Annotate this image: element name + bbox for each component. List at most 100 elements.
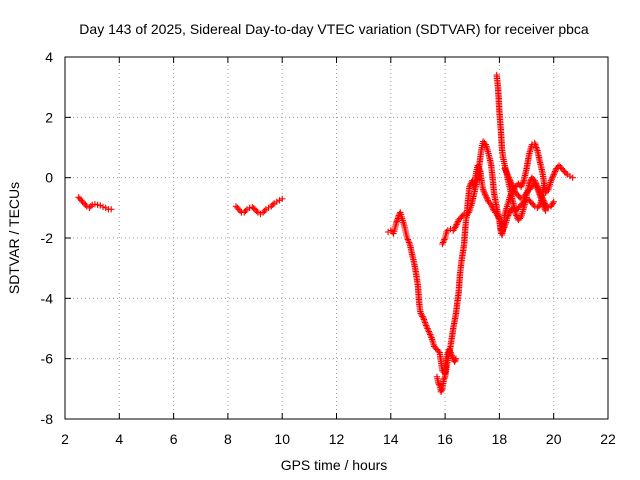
data-point xyxy=(435,347,442,355)
data-point xyxy=(519,180,526,187)
data-point xyxy=(441,236,448,243)
data-point xyxy=(456,215,464,222)
data-point xyxy=(276,197,283,204)
data-point xyxy=(94,201,101,208)
data-point xyxy=(424,326,432,334)
data-point xyxy=(261,207,268,215)
chart-title: Day 143 of 2025, Sidereal Day-to-day VTE… xyxy=(79,21,589,37)
data-point xyxy=(566,173,574,180)
data-point xyxy=(551,169,558,177)
data-point xyxy=(91,201,99,208)
data-point xyxy=(438,387,445,394)
data-point xyxy=(393,219,400,227)
data-point xyxy=(524,188,532,195)
y-tick-labels: 4 2 0 -2 -4 -6 -8 xyxy=(41,49,54,427)
data-point xyxy=(533,144,540,151)
data-point xyxy=(452,222,460,230)
data-point xyxy=(482,192,489,199)
data-point xyxy=(269,201,276,208)
data-point xyxy=(507,179,515,186)
data-point xyxy=(526,179,534,186)
data-point xyxy=(534,204,541,211)
data-point xyxy=(542,207,549,214)
data-point xyxy=(265,204,272,211)
data-point xyxy=(501,165,508,172)
data-point xyxy=(526,197,533,204)
data-point xyxy=(279,195,286,202)
data-point xyxy=(528,174,536,181)
data-point xyxy=(273,198,280,205)
data-point xyxy=(515,192,522,199)
data-point xyxy=(433,346,441,353)
data-point xyxy=(440,237,447,245)
data-point xyxy=(270,200,278,207)
data-point xyxy=(502,166,509,174)
data-point xyxy=(517,183,525,190)
y-axis-label: SDTVAR / TECUs xyxy=(6,182,22,294)
data-point xyxy=(268,203,275,210)
data-point xyxy=(439,239,447,246)
data-point xyxy=(458,213,465,221)
data-point xyxy=(431,343,438,350)
data-point xyxy=(548,176,555,183)
data-point xyxy=(422,322,430,329)
data-point xyxy=(509,183,517,190)
y-tick-label: 0 xyxy=(45,170,53,186)
data-point xyxy=(102,204,109,211)
data-point xyxy=(242,207,249,215)
y-tick-label: -2 xyxy=(41,230,54,246)
data-point xyxy=(444,227,451,234)
data-point xyxy=(232,203,240,210)
data-point xyxy=(512,210,519,218)
data-point xyxy=(451,358,458,365)
grid-lines xyxy=(65,57,608,419)
data-point xyxy=(419,313,426,320)
data-point xyxy=(505,173,512,180)
x-tick-label: 10 xyxy=(274,431,290,447)
data-point xyxy=(254,209,261,216)
data-point xyxy=(505,174,513,181)
data-point xyxy=(441,375,448,382)
data-point xyxy=(534,185,541,192)
data-point xyxy=(421,319,429,326)
data-point xyxy=(532,141,539,148)
data-point xyxy=(541,206,549,213)
data-point xyxy=(503,168,510,175)
data-point xyxy=(549,174,556,181)
data-point xyxy=(485,198,492,205)
data-point xyxy=(387,227,394,234)
data-point xyxy=(87,203,94,210)
data-point xyxy=(551,168,559,175)
data-point xyxy=(257,210,264,218)
data-point xyxy=(97,202,104,209)
data-point xyxy=(516,215,523,222)
data-point xyxy=(481,191,489,198)
data-point xyxy=(530,201,537,208)
data-point xyxy=(547,177,555,184)
data-point xyxy=(452,355,460,362)
data-point xyxy=(455,216,462,224)
data-point xyxy=(403,234,411,242)
x-axis-label: GPS time / hours xyxy=(281,457,388,473)
data-point xyxy=(437,388,445,395)
data-point xyxy=(528,200,536,207)
data-point xyxy=(260,209,267,216)
data-point xyxy=(435,379,442,386)
data-point xyxy=(76,195,84,202)
x-tick-label: 6 xyxy=(170,431,178,447)
data-point xyxy=(108,206,115,213)
data-point xyxy=(540,203,548,210)
data-point xyxy=(520,179,527,186)
data-point xyxy=(435,381,443,388)
data-point xyxy=(236,207,244,215)
data-point xyxy=(513,191,521,198)
data-point xyxy=(454,219,461,227)
data-point xyxy=(533,183,540,190)
data-point xyxy=(426,329,433,337)
x-tick-label: 18 xyxy=(492,431,508,447)
y-tick-label: 2 xyxy=(45,109,53,125)
data-point xyxy=(509,182,516,189)
data-point xyxy=(432,344,439,352)
data-point xyxy=(451,224,459,231)
data-point xyxy=(234,204,241,211)
